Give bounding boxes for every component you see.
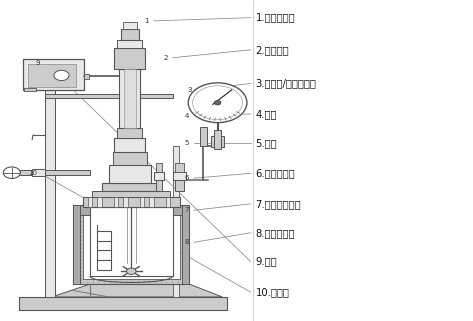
Bar (156, 163, 162, 172)
Bar (88, 197, 92, 207)
Bar (123, 22, 137, 29)
Bar (92, 191, 170, 197)
Bar (45, 170, 90, 175)
Bar (113, 152, 147, 165)
Bar (173, 146, 179, 297)
Bar (121, 29, 139, 40)
Bar (124, 69, 136, 128)
Bar (83, 197, 180, 207)
Text: 5: 5 (184, 140, 189, 146)
Circle shape (3, 167, 20, 178)
Text: 10: 10 (28, 170, 38, 176)
Bar (166, 197, 170, 207)
Bar (149, 197, 154, 207)
Bar (114, 48, 145, 69)
Text: 7: 7 (184, 207, 189, 213)
Bar (28, 64, 76, 87)
Text: 5.釜体: 5.釜体 (255, 138, 277, 148)
Circle shape (54, 70, 69, 81)
Text: 8: 8 (184, 239, 189, 245)
Bar (200, 127, 207, 146)
Bar (175, 179, 184, 191)
Bar (175, 163, 184, 172)
Bar (24, 88, 36, 91)
Bar (214, 130, 221, 149)
Bar (182, 205, 189, 284)
Bar (102, 183, 158, 191)
Bar (32, 169, 45, 176)
Bar (19, 297, 227, 310)
Text: 1.磁力耦合器: 1.磁力耦合器 (255, 13, 295, 23)
Bar (173, 172, 186, 180)
Circle shape (188, 83, 247, 123)
Bar (156, 179, 162, 191)
Bar (140, 197, 144, 207)
Text: 6: 6 (184, 175, 189, 181)
Text: 10.针型阀: 10.针型阀 (255, 287, 289, 297)
Bar (83, 210, 180, 279)
Bar (45, 63, 55, 297)
Bar (109, 165, 151, 183)
Text: 7.推进式搅拌器: 7.推进式搅拌器 (255, 199, 301, 209)
Text: 3: 3 (187, 87, 192, 93)
Bar (23, 59, 84, 90)
Bar (73, 205, 80, 284)
Bar (97, 197, 102, 207)
Bar (119, 69, 140, 128)
Bar (14, 170, 47, 175)
Bar (211, 136, 224, 147)
Text: 8.加热炉装置: 8.加热炉装置 (255, 228, 295, 238)
Bar (117, 128, 142, 138)
Bar (73, 205, 189, 284)
Bar (84, 74, 89, 79)
Text: 2: 2 (163, 55, 168, 61)
Bar (45, 94, 173, 98)
Polygon shape (52, 284, 222, 297)
Circle shape (214, 100, 221, 105)
Text: 9: 9 (35, 60, 40, 65)
Text: 2.测温元件: 2.测温元件 (255, 45, 289, 55)
Bar (114, 138, 145, 152)
Bar (154, 172, 164, 180)
Bar (114, 197, 118, 207)
Bar (123, 197, 128, 207)
Text: 1: 1 (144, 18, 149, 24)
Circle shape (127, 268, 136, 274)
Circle shape (193, 86, 243, 120)
Text: 9.电机: 9.电机 (255, 256, 277, 267)
Text: 4: 4 (184, 113, 189, 118)
Text: 4.釜盖: 4.釜盖 (255, 109, 277, 119)
Bar (73, 205, 189, 215)
Text: 6.内冷却盘管: 6.内冷却盘管 (255, 168, 295, 178)
Text: 3.压力表/防爆膜装置: 3.压力表/防爆膜装置 (255, 78, 316, 89)
Bar (117, 40, 142, 48)
Bar (90, 207, 173, 276)
